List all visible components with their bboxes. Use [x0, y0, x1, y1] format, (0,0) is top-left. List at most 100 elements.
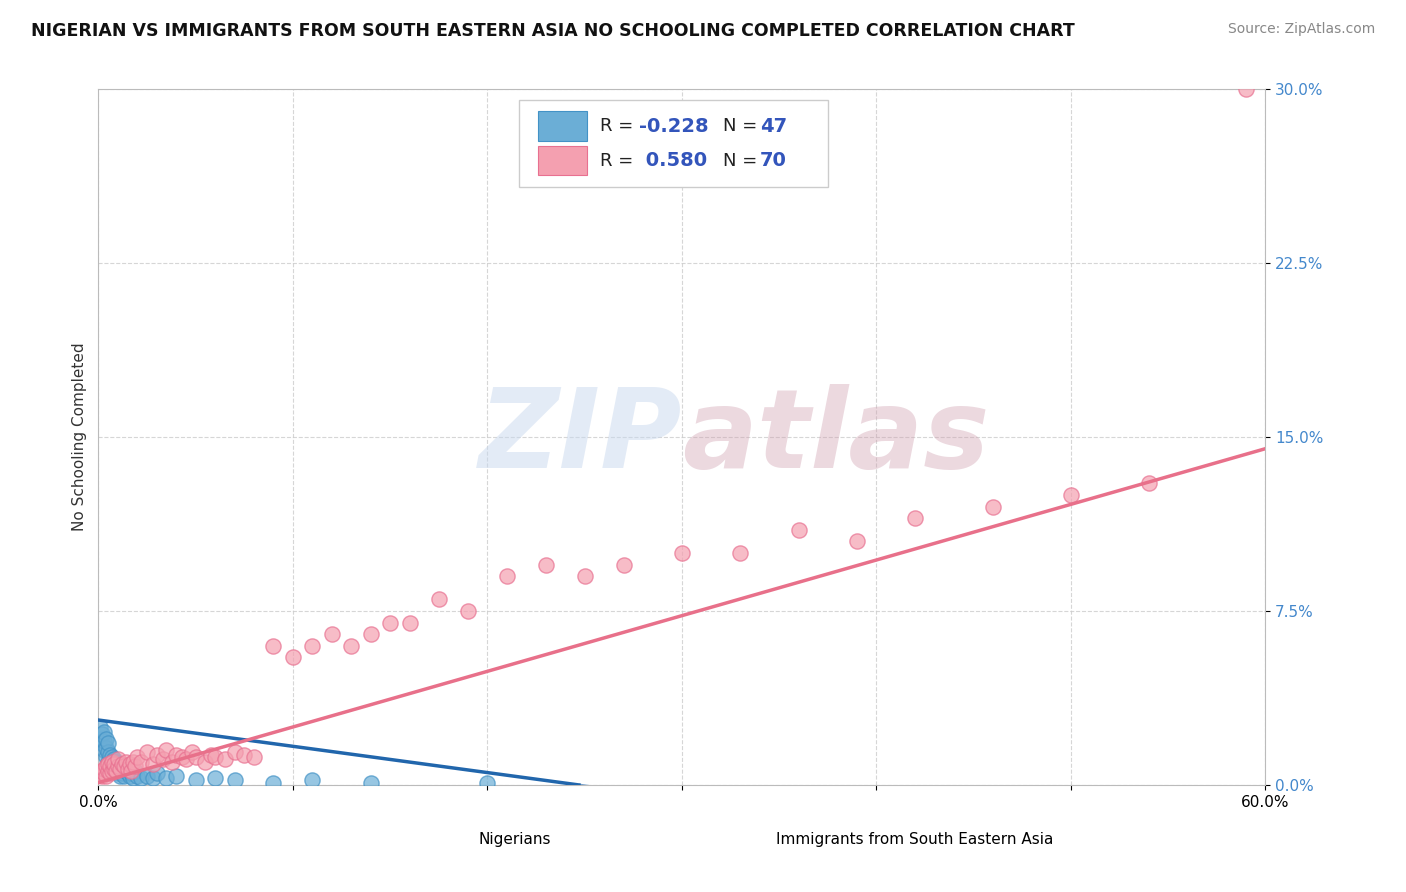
Point [108, 762, 131, 776]
Point [321, 627, 343, 641]
Point [233, 747, 256, 762]
Point [97, 746, 120, 760]
Point [243, 750, 266, 764]
FancyBboxPatch shape [538, 112, 588, 141]
Point [103, 762, 125, 776]
Text: 0.580: 0.580 [638, 152, 707, 170]
Point [98, 747, 121, 762]
Point [93, 734, 115, 748]
Point [613, 558, 636, 572]
Point [730, 546, 752, 560]
Text: N =: N = [723, 152, 762, 169]
FancyBboxPatch shape [734, 828, 770, 852]
Point [107, 752, 129, 766]
Point [1060, 488, 1083, 502]
Point [124, 764, 146, 778]
Point [152, 752, 174, 766]
Point [262, 775, 284, 789]
Point [91, 769, 114, 783]
Point [96, 769, 118, 783]
Point [671, 546, 693, 560]
Point [118, 769, 141, 783]
Point [574, 569, 596, 583]
Point [124, 759, 146, 773]
Point [117, 766, 139, 780]
Text: Immigrants from South Eastern Asia: Immigrants from South Eastern Asia [776, 832, 1054, 847]
Point [129, 755, 152, 769]
Point [380, 615, 402, 630]
Point [91, 736, 114, 750]
Point [204, 771, 226, 785]
Text: R =: R = [600, 117, 640, 135]
Point [118, 757, 141, 772]
Point [170, 750, 193, 764]
Point [136, 746, 159, 760]
Point [155, 771, 177, 785]
Point [93, 743, 115, 757]
Point [108, 759, 131, 773]
Point [96, 731, 118, 746]
Point [301, 773, 323, 788]
Point [89, 731, 111, 746]
Point [136, 769, 159, 783]
Point [96, 759, 118, 773]
Point [111, 757, 134, 772]
Point [96, 740, 118, 755]
Point [97, 755, 120, 769]
Point [103, 752, 125, 766]
Point [103, 762, 125, 776]
Point [103, 757, 125, 772]
Point [162, 755, 184, 769]
Text: N =: N = [723, 117, 762, 135]
Point [184, 773, 207, 788]
Point [101, 755, 124, 769]
Point [122, 755, 145, 769]
Point [114, 764, 136, 778]
Point [98, 766, 121, 780]
FancyBboxPatch shape [436, 828, 472, 852]
Point [93, 762, 115, 776]
Point [787, 523, 810, 537]
Point [174, 752, 197, 766]
Point [114, 755, 136, 769]
Point [1137, 476, 1160, 491]
Point [107, 766, 129, 780]
Point [104, 764, 127, 778]
Point [127, 750, 149, 764]
FancyBboxPatch shape [519, 100, 828, 186]
Point [398, 615, 420, 630]
Text: Source: ZipAtlas.com: Source: ZipAtlas.com [1227, 22, 1375, 37]
Point [101, 750, 124, 764]
Point [981, 500, 1004, 514]
Point [534, 558, 557, 572]
Point [89, 766, 111, 780]
Point [165, 747, 187, 762]
Point [142, 757, 165, 772]
Point [204, 750, 226, 764]
Point [89, 720, 111, 734]
Point [98, 757, 121, 772]
FancyBboxPatch shape [538, 146, 588, 176]
Text: NIGERIAN VS IMMIGRANTS FROM SOUTH EASTERN ASIA NO SCHOOLING COMPLETED CORRELATIO: NIGERIAN VS IMMIGRANTS FROM SOUTH EASTER… [31, 22, 1074, 40]
Point [112, 769, 135, 783]
Point [91, 764, 114, 778]
Point [104, 764, 127, 778]
Point [224, 773, 246, 788]
Point [122, 771, 145, 785]
Point [107, 757, 129, 772]
Y-axis label: No Schooling Completed: No Schooling Completed [72, 343, 87, 532]
Point [108, 769, 131, 783]
Point [904, 511, 927, 525]
Point [93, 766, 115, 780]
Point [194, 755, 217, 769]
Point [97, 757, 120, 772]
Point [101, 764, 124, 778]
Point [121, 764, 143, 778]
Text: 47: 47 [761, 117, 787, 136]
Point [262, 639, 284, 653]
Point [180, 746, 202, 760]
Point [121, 766, 143, 780]
Point [104, 755, 127, 769]
Point [93, 724, 115, 739]
Point [127, 769, 149, 783]
